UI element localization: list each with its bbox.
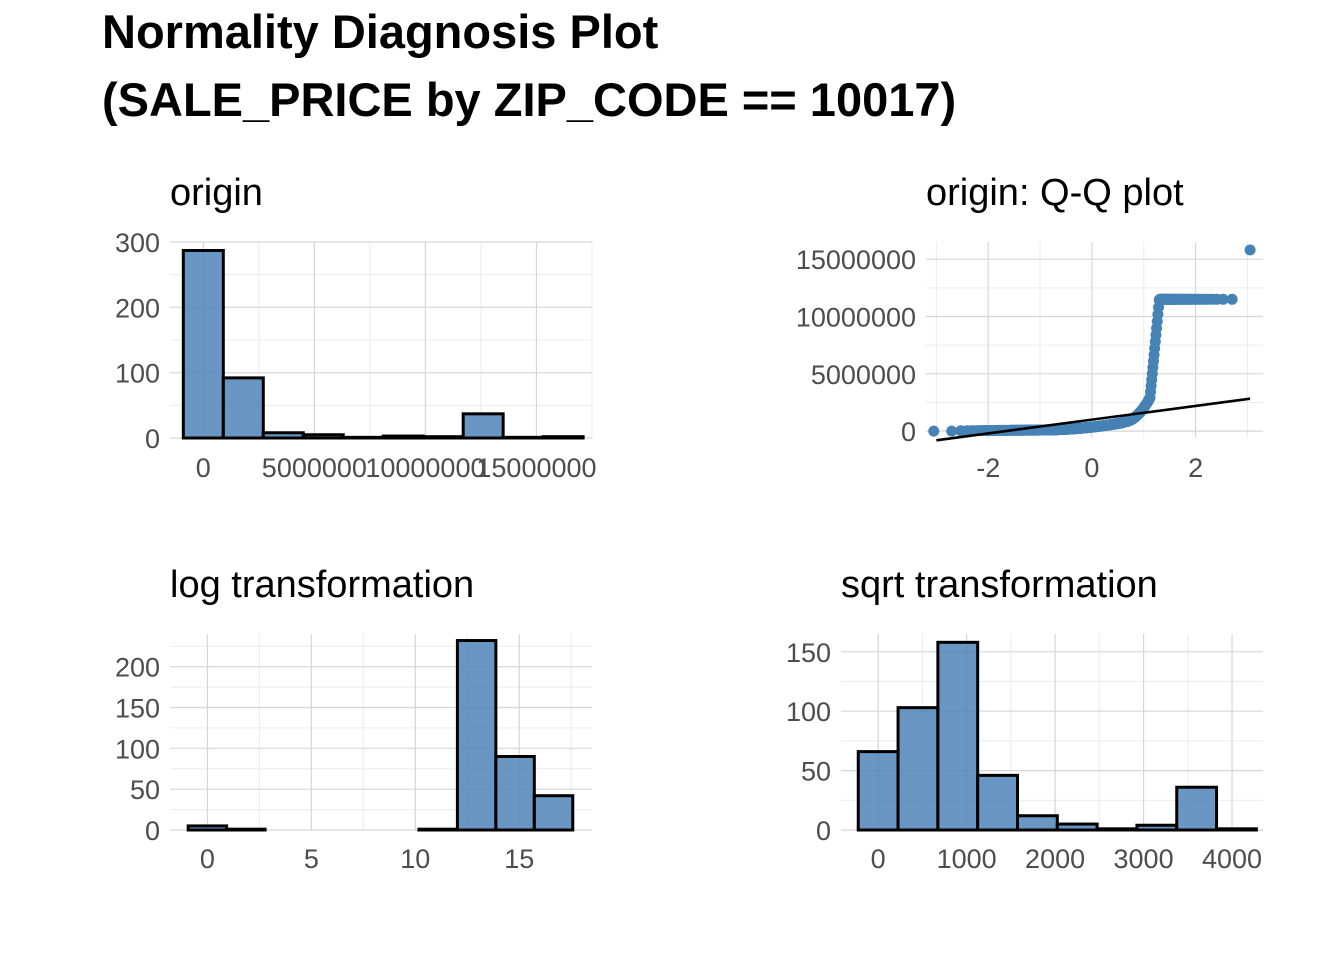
y-tick-label: 0	[901, 417, 916, 447]
x-tick-label: 5	[304, 844, 319, 874]
histogram-bar	[381, 434, 425, 440]
x-tick-label: 10000000	[365, 453, 485, 483]
histogram-bar	[541, 435, 585, 440]
x-tick-label: 15	[504, 844, 534, 874]
y-tick-label: 100	[115, 359, 160, 389]
histogram-bar	[1095, 827, 1139, 832]
histogram-bar	[421, 435, 465, 440]
histogram-bar	[1055, 822, 1099, 832]
y-tick-label: 50	[130, 775, 160, 805]
qq-point	[1217, 293, 1229, 305]
histogram-bar	[181, 248, 225, 440]
panel-title: origin: Q-Q plot	[926, 172, 1184, 214]
y-tick-label: 200	[115, 293, 160, 323]
qq-reference-line	[936, 397, 1251, 442]
histogram-bar	[936, 640, 980, 832]
y-tick-label: 0	[145, 816, 160, 846]
histogram-bar	[461, 412, 505, 440]
histogram-bar	[417, 827, 459, 832]
x-tick-label: 2000	[1025, 844, 1085, 874]
qq-plot-panel: origin: Q-Q plot -2 0 2 0 5000000 10000000 1500…	[796, 172, 1263, 483]
x-tick-label: 0	[1084, 453, 1099, 483]
histogram-bar	[186, 824, 229, 832]
x-tick-label: 4000	[1202, 844, 1262, 874]
x-tick-label: 2	[1188, 453, 1203, 483]
qq-point	[1244, 244, 1256, 256]
y-tick-label: 0	[816, 816, 831, 846]
sqrt-histogram-panel: sqrt transformation 0 1000 2000 3000 4000 0 50 1…	[786, 564, 1263, 874]
x-tick-label: 0	[871, 844, 886, 874]
y-tick-label: 100	[786, 697, 831, 727]
histogram-bar	[221, 376, 265, 440]
histogram-bar	[976, 773, 1019, 832]
histogram-bar	[455, 639, 498, 832]
y-tick-label: 15000000	[796, 245, 916, 275]
histogram-bar	[301, 433, 345, 440]
y-tick-label: 200	[115, 653, 160, 683]
chart-title-line-2: (SALE_PRICE by ZIP_CODE == 10017)	[102, 73, 957, 126]
x-tick-label: 5000000	[262, 453, 367, 483]
histogram-bar	[261, 431, 305, 440]
histogram-bar	[856, 750, 900, 832]
histogram-bar	[225, 827, 267, 832]
histogram-bar	[532, 794, 575, 832]
y-tick-label: 150	[115, 694, 160, 724]
histogram-bar	[494, 755, 536, 832]
y-tick-label: 300	[115, 228, 160, 258]
histogram-bar	[1215, 827, 1258, 832]
y-tick-label: 10000000	[796, 303, 916, 333]
y-tick-label: 50	[801, 757, 831, 787]
x-tick-label: 0	[200, 844, 215, 874]
y-tick-label: 100	[115, 734, 160, 764]
y-tick-label: 5000000	[811, 360, 916, 390]
x-tick-label: 0	[196, 453, 211, 483]
histogram-bar	[1135, 823, 1179, 832]
x-tick-label: 3000	[1114, 844, 1174, 874]
y-tick-label: 0	[145, 424, 160, 454]
qq-point	[946, 425, 958, 437]
qq-point	[928, 425, 940, 437]
x-tick-label: 1000	[937, 844, 997, 874]
panel-title: origin	[170, 172, 263, 214]
x-tick-label: -2	[976, 453, 1000, 483]
x-tick-label: 15000000	[476, 453, 596, 483]
histogram-bar	[1015, 814, 1059, 832]
histogram-bar	[896, 706, 940, 832]
panel-title: log transformation	[170, 564, 474, 606]
histogram-bar	[1175, 785, 1219, 832]
y-tick-label: 150	[786, 638, 831, 668]
qq-point	[1226, 293, 1238, 305]
chart-title-line-1: Normality Diagnosis Plot	[102, 5, 659, 58]
histogram-bar	[501, 435, 545, 440]
x-tick-label: 10	[400, 844, 430, 874]
histogram-bar	[341, 435, 385, 440]
panel-title: sqrt transformation	[841, 564, 1158, 606]
